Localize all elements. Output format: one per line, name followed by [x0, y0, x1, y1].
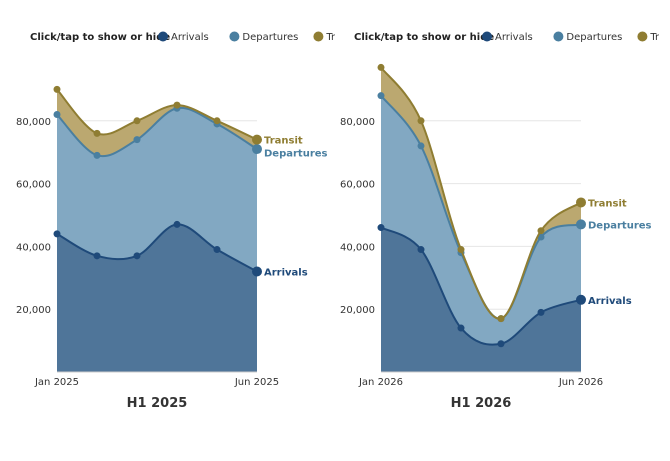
- point-transit[interactable]: [173, 101, 181, 109]
- point-departures[interactable]: [252, 144, 262, 155]
- y-tick-label: 40,000: [340, 242, 375, 253]
- area-departures: [381, 95, 581, 345]
- y-tick-label: 80,000: [340, 117, 375, 128]
- legend-prompt: Click/tap to show or hide: [354, 32, 494, 43]
- point-arrivals[interactable]: [173, 220, 181, 228]
- legend-swatch-transit[interactable]: [313, 31, 324, 42]
- panel-title: H1 2026: [451, 396, 512, 411]
- chart-svg-h1-2025: Click/tap to show or hide Arrivals Departu…: [16, 31, 335, 411]
- area-departures: [57, 107, 257, 272]
- y-tick-label: 20,000: [16, 305, 51, 316]
- point-arrivals[interactable]: [93, 252, 101, 260]
- point-arrivals[interactable]: [252, 266, 262, 277]
- legend-item-departures[interactable]: Departures: [242, 32, 298, 43]
- line-arrivals: [56, 223, 258, 273]
- point-transit[interactable]: [93, 129, 101, 137]
- y-tick-label: 60,000: [16, 180, 51, 191]
- legend-swatch-transit[interactable]: [637, 31, 648, 42]
- end-label-arrivals: Arrivals: [264, 268, 308, 279]
- point-arrivals[interactable]: [537, 308, 545, 316]
- point-transit[interactable]: [537, 227, 545, 235]
- point-transit[interactable]: [252, 134, 262, 145]
- area-arrivals: [57, 224, 257, 372]
- legend-prompt: Click/tap to show or hide: [30, 32, 170, 43]
- line-transit: [56, 88, 258, 141]
- point-arrivals[interactable]: [457, 324, 465, 332]
- chart-panel-h1-2026: Click/tap to show or hide Arrivals Departu…: [324, 0, 659, 461]
- point-arrivals[interactable]: [377, 224, 385, 232]
- end-label-departures: Departures: [264, 149, 328, 160]
- legend-item-arrivals[interactable]: Arrivals: [171, 32, 209, 43]
- line-departures: [56, 106, 258, 158]
- point-departures[interactable]: [377, 92, 385, 100]
- legend-item-transit[interactable]: Transit: [649, 32, 659, 43]
- point-arrivals[interactable]: [133, 252, 141, 260]
- y-tick-label: 20,000: [340, 305, 375, 316]
- point-transit[interactable]: [377, 63, 385, 71]
- chart-svg-h1-2026: Click/tap to show or hide Arrivals Departu…: [340, 31, 659, 411]
- y-tick-label: 80,000: [16, 117, 51, 128]
- end-label-departures: Departures: [588, 220, 652, 231]
- panel-title: H1 2025: [127, 396, 188, 411]
- point-arrivals[interactable]: [417, 246, 425, 254]
- x-tick-label: Jun 2026: [558, 377, 603, 388]
- legend-swatch-departures[interactable]: [553, 31, 564, 42]
- legend-item-arrivals[interactable]: Arrivals: [495, 32, 533, 43]
- y-tick-label: 40,000: [16, 242, 51, 253]
- point-arrivals[interactable]: [213, 246, 221, 254]
- end-label-transit: Transit: [588, 198, 627, 209]
- end-label-transit: Transit: [264, 136, 303, 147]
- area-transit: [57, 89, 257, 157]
- point-departures[interactable]: [576, 219, 586, 230]
- point-transit[interactable]: [53, 85, 61, 93]
- legend-swatch-departures[interactable]: [229, 31, 240, 42]
- point-transit[interactable]: [133, 117, 141, 125]
- legend-item-departures[interactable]: Departures: [566, 32, 622, 43]
- x-tick-label: Jan 2026: [358, 377, 403, 388]
- point-transit[interactable]: [417, 117, 425, 125]
- point-arrivals[interactable]: [576, 294, 586, 305]
- point-transit[interactable]: [576, 197, 586, 208]
- point-departures[interactable]: [53, 111, 61, 119]
- y-tick-label: 60,000: [340, 180, 375, 191]
- chart-panel-h1-2025: Click/tap to show or hide Arrivals Departu…: [16, 31, 335, 411]
- x-tick-label: Jun 2025: [234, 377, 279, 388]
- point-departures[interactable]: [133, 136, 141, 144]
- point-transit[interactable]: [213, 117, 221, 125]
- point-departures[interactable]: [417, 142, 425, 150]
- point-transit[interactable]: [497, 315, 505, 323]
- point-arrivals[interactable]: [497, 340, 505, 348]
- point-arrivals[interactable]: [53, 230, 61, 238]
- point-departures[interactable]: [93, 151, 101, 159]
- x-tick-label: Jan 2025: [34, 377, 79, 388]
- legend-swatch-arrivals[interactable]: [158, 31, 168, 42]
- end-label-arrivals: Arrivals: [588, 296, 632, 307]
- area-arrivals: [381, 227, 581, 372]
- point-transit[interactable]: [457, 246, 465, 254]
- legend-item-transit[interactable]: Transit: [325, 32, 335, 43]
- legend-swatch-arrivals[interactable]: [482, 31, 492, 42]
